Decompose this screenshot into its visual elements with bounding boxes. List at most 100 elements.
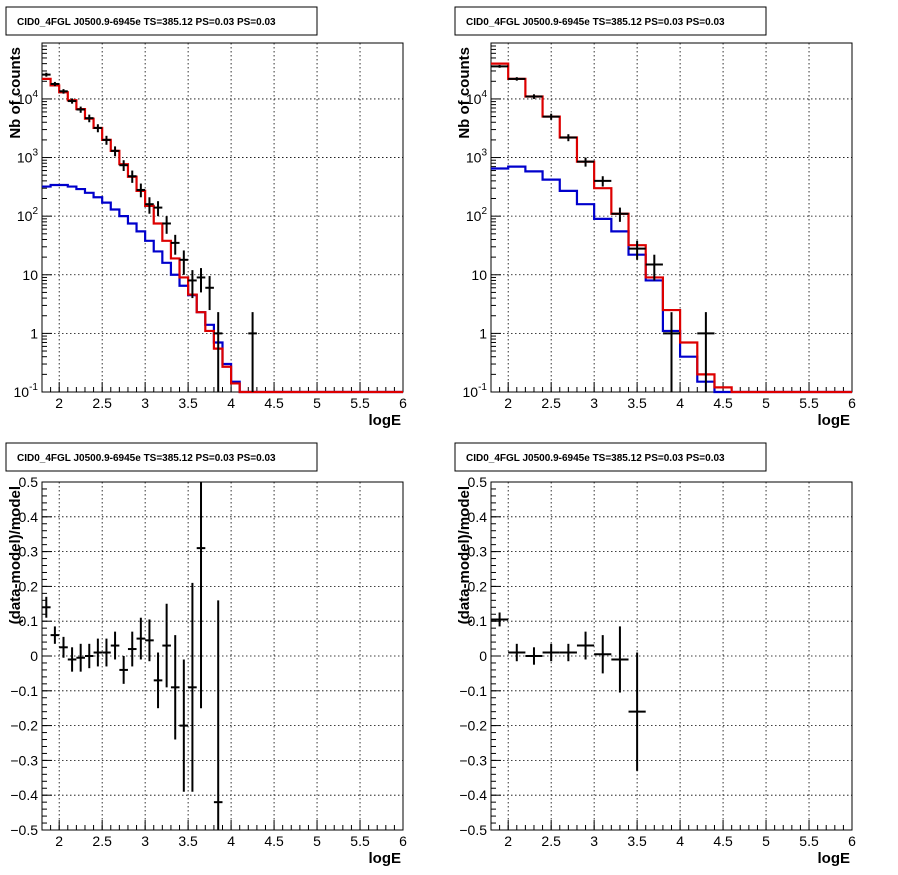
y-tick-label: 0.1 [19,613,39,629]
x-tick-label: 5 [762,395,770,411]
y-tick-label: 0.5 [19,474,39,490]
y-tick-label: −0.4 [10,787,38,803]
x-tick-label: 4.5 [264,395,284,411]
y-tick-label: 10-1 [14,382,39,400]
x-tick-label: 3 [590,833,598,849]
y-tick-label: −0.4 [459,787,487,803]
x-tick-label: 5 [762,833,770,849]
x-tick-label: 2.5 [541,395,561,411]
model-total-histogram [491,62,852,394]
x-axis-label: logE [818,850,851,867]
y-tick-label: 0.4 [468,509,488,525]
y-tick-label: 102 [17,206,39,224]
title-box-frame [454,6,767,36]
x-axis-label: logE [818,412,851,429]
y-tick-label: 104 [17,89,39,107]
x-tick-label: 4 [676,395,684,411]
y-axis-label: (data-model)/model [7,486,24,624]
y-tick-label: 0 [30,648,38,664]
panel-title-box: CID0_4FGL J0500.9-6945e TS=385.12 PS=0.0… [5,6,318,36]
title-box-frame [5,6,318,36]
y-tick-label: −0.2 [459,718,487,734]
x-tick-label: 2 [504,833,512,849]
x-tick-label: 3.5 [627,833,647,849]
x-axis-label: logE [369,412,402,429]
y-tick-label: 0 [479,648,487,664]
data-points [42,482,223,830]
y-tick-label: −0.3 [10,752,38,768]
x-tick-label: 2 [55,833,63,849]
x-tick-label: 4 [227,833,235,849]
panel-title-box: CID0_4FGL J0500.9-6945e TS=385.12 PS=0.0… [454,442,767,472]
x-tick-label: 3.5 [178,833,198,849]
y-axis-label: (data-model)/model [456,486,473,624]
data-points [42,72,257,392]
title-box-frame [5,442,318,472]
x-tick-label: 5 [313,833,321,849]
x-tick-label: 5.5 [799,395,819,411]
panel-title: CID0_4FGL J0500.9-6945e TS=385.12 PS=0.0… [17,453,276,464]
x-tick-label: 6 [848,833,856,849]
panel-title-box: CID0_4FGL J0500.9-6945e TS=385.12 PS=0.0… [5,442,318,472]
x-tick-label: 2.5 [541,833,561,849]
x-tick-label: 6 [848,395,856,411]
y-tick-label: −0.1 [10,683,38,699]
data-points [491,64,715,392]
panel-title: CID0_4FGL J0500.9-6945e TS=385.12 PS=0.0… [466,453,725,464]
y-tick-label: 0.3 [19,544,39,560]
x-tick-label: 3.5 [627,395,647,411]
y-tick-label: 10-1 [463,382,488,400]
x-tick-label: 5.5 [799,833,819,849]
x-axis-label: logE [369,850,402,867]
chart-panel-bottom-left: 2 2.5 3 3.5 4 4.5 5 5.5 6logE−0.5−0.4−0.3−0.2−0.… [7,474,407,867]
x-tick-label: 4 [676,833,684,849]
y-tick-label: −0.2 [10,718,38,734]
y-tick-label: 103 [466,148,488,166]
y-axis: −0.5 −0.4 −0.3 −0.2 −0.1 0 0.1 0.2 0.3 0.4 0.5(dat… [456,474,852,838]
x-tick-label: 5.5 [350,395,370,411]
panel-title: CID0_4FGL J0500.9-6945e TS=385.12 PS=0.0… [466,17,725,28]
x-tick-label: 4.5 [713,833,733,849]
x-tick-label: 6 [399,833,407,849]
y-tick-label: −0.1 [459,683,487,699]
panel-title-box: CID0_4FGL J0500.9-6945e TS=385.12 PS=0.0… [454,6,767,36]
plot-frame [41,42,404,393]
y-tick-label: 10 [471,267,487,283]
x-tick-label: 4.5 [264,833,284,849]
x-tick-label: 3.5 [178,395,198,411]
x-tick-label: 4.5 [713,395,733,411]
y-tick-label: 0.3 [468,544,488,560]
x-tick-label: 2.5 [92,833,112,849]
x-tick-label: 6 [399,395,407,411]
panel-title: CID0_4FGL J0500.9-6945e TS=385.12 PS=0.0… [17,17,276,28]
title-box-frame [454,442,767,472]
x-tick-label: 3 [141,395,149,411]
y-tick-label: −0.5 [459,822,487,838]
x-tick-label: 2 [504,395,512,411]
y-tick-label: 10 [22,267,38,283]
y-tick-label: 102 [466,206,488,224]
x-tick-label: 2 [55,395,63,411]
x-tick-label: 3 [141,833,149,849]
x-tick-label: 2.5 [92,395,112,411]
y-tick-label: 0.4 [19,509,39,525]
y-tick-label: 0.2 [468,578,488,594]
y-tick-label: −0.5 [10,822,38,838]
y-tick-label: −0.3 [459,752,487,768]
y-tick-label: 104 [466,89,488,107]
x-tick-label: 5 [313,395,321,411]
y-axis: −0.5 −0.4 −0.3 −0.2 −0.1 0 0.1 0.2 0.3 0.4 0.5(dat… [7,474,403,838]
y-tick-label: 103 [17,148,39,166]
y-tick-label: 1 [479,325,487,341]
y-tick-label: 0.2 [19,578,39,594]
y-axis-label: Nb of counts [456,47,473,139]
y-axis-label: Nb of counts [7,47,24,139]
